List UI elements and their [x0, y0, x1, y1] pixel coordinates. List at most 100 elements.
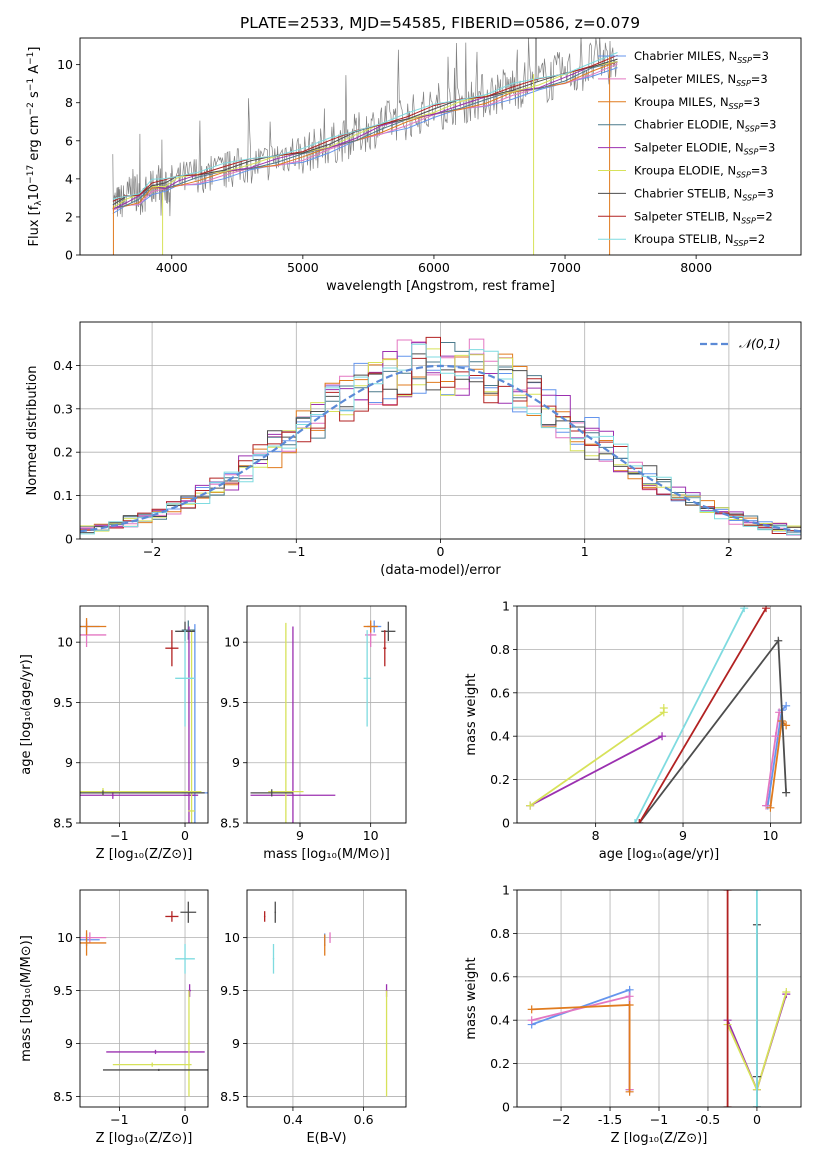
x-axis-label: Z [log₁₀(Z/Z⊙)] — [96, 1131, 193, 1146]
y-tick-label: 9 — [65, 755, 73, 770]
mass-vs-metallicity-panel: −1 0 8.5 9 9.5 10 Z [log₁₀(Z/Z⊙)] mass [log₁₀(M… — [19, 889, 209, 1146]
x-axis-label: Z [log₁₀(Z/Z⊙)] — [96, 847, 193, 862]
weight-marker — [625, 1001, 634, 1010]
data-point — [154, 1051, 157, 1053]
data-point — [385, 1042, 388, 1045]
legend-label-sub: SSP — [737, 56, 752, 65]
weight-vs-age-panel: 8 9 10 0 0.2 0.4 0.6 0.8 1 age [log₁₀(age/yr)] mas… — [464, 599, 802, 862]
weight-line — [531, 1004, 631, 1092]
y-tick-label: 1 — [502, 599, 510, 614]
legend-label: Salpeter MILES, NSSP=3 — [634, 72, 768, 88]
y-axis-label: mass weight — [464, 673, 479, 755]
y-tick-label: 0.3 — [53, 401, 73, 416]
x-tick-label: 0 — [181, 828, 189, 843]
x-tick-label: −1 — [287, 544, 305, 559]
weight-marker — [625, 1087, 634, 1096]
x-tick-label: 10 — [363, 828, 379, 843]
data-point — [188, 1042, 190, 1045]
axes-frame — [79, 321, 802, 540]
y-tick-label: 9.5 — [220, 983, 240, 998]
x-tick-label: 6000 — [418, 260, 450, 275]
legend-label-suffix: =3 — [751, 72, 768, 86]
axes-frame — [79, 605, 209, 824]
x-tick-label: 1 — [581, 544, 589, 559]
data-point — [323, 944, 326, 946]
model-spectrum-line — [112, 61, 618, 209]
x-tick-label: 2 — [725, 544, 733, 559]
legend-label-sub: SSP — [729, 102, 744, 111]
data-point — [272, 958, 275, 960]
x-tick-label: 8 — [592, 828, 600, 843]
data-point — [188, 794, 190, 797]
legend-label-name: Kroupa MILES, N — [634, 95, 729, 109]
axes-frame — [516, 889, 802, 1108]
y-tick-label: 0.6 — [490, 685, 510, 700]
y-tick-label: 0.8 — [490, 926, 510, 941]
x-tick-label: -1.5 — [598, 1112, 622, 1127]
x-tick-label: 9 — [679, 828, 687, 843]
weight-marker — [659, 703, 668, 712]
y-axis-label-part: A — [27, 65, 42, 78]
y-tick-label: 9.5 — [220, 695, 240, 710]
weight-line — [531, 995, 631, 1090]
weight-marker — [762, 801, 771, 810]
y-tick-label: 9 — [65, 1036, 73, 1051]
x-axis-label: (data-model)/error — [380, 563, 501, 578]
y-tick-label: 10 — [57, 930, 73, 945]
y-tick-label: 0.4 — [490, 1013, 510, 1028]
legend-label: Chabrier MILES, NSSP=3 — [634, 49, 769, 65]
weight-marker — [527, 1005, 536, 1014]
data-point — [387, 630, 390, 633]
chart-title: PLATE=2533, MJD=54585, FIBERID=0586, z=0… — [240, 14, 640, 32]
x-axis-label: mass [log₁₀(M/M⊙)] — [263, 847, 390, 862]
y-axis-label: Flux [fλ10−17 erg cm−2 s−1 A−1] — [26, 47, 44, 247]
data-point — [270, 792, 273, 794]
y-tick-label: 8.5 — [220, 1089, 240, 1104]
legend-label-suffix: =3 — [752, 49, 769, 63]
legend-label: Salpeter ELODIE, NSSP=3 — [634, 141, 775, 157]
model-spectrum-line — [112, 67, 618, 214]
y-tick-label: 2 — [65, 209, 73, 224]
data-point — [184, 677, 186, 680]
y-tick-label: 0.6 — [490, 969, 510, 984]
weight-marker — [635, 819, 644, 823]
legend-label-sub: SSP — [745, 125, 760, 134]
y-tick-label: 9.5 — [53, 983, 73, 998]
legend: 𝒩(0,1) — [700, 336, 781, 351]
x-axis-label: Z [log₁₀(Z/Z⊙)] — [611, 1131, 708, 1146]
legend-label-suffix: =2 — [748, 232, 765, 246]
x-tick-label: 0.6 — [354, 1112, 374, 1127]
weight-marker — [782, 788, 791, 797]
x-tick-label: −1 — [650, 1112, 668, 1127]
legend-label-suffix: =3 — [757, 186, 774, 200]
x-tick-label: 4000 — [156, 260, 188, 275]
y-axis-label: mass weight — [464, 957, 479, 1039]
y-axis-label-part: 10 — [27, 184, 42, 201]
x-tick-label: 5000 — [287, 260, 319, 275]
legend-label: Chabrier STELIB, NSSP=3 — [634, 186, 774, 202]
y-tick-label: 8.5 — [53, 816, 73, 831]
legend-label-sub: SSP — [734, 239, 749, 248]
y-axis-label-part: ] — [27, 47, 42, 52]
y-axis-label-part: −17 — [26, 165, 36, 184]
y-tick-label: 10 — [224, 930, 240, 945]
y-axis-label-part: −1 — [26, 78, 36, 91]
weight-marker — [766, 803, 775, 812]
data-point — [190, 810, 193, 812]
data-point — [263, 915, 266, 918]
data-point — [184, 958, 186, 960]
legend-label: 𝒩(0,1) — [739, 336, 781, 351]
data-point — [85, 625, 88, 628]
legend-label-name: Salpeter STELIB, N — [634, 209, 741, 223]
y-tick-label: 6 — [65, 133, 73, 148]
model-spectrum-line — [112, 63, 618, 211]
y-tick-label: 0 — [65, 248, 73, 263]
weight-marker — [782, 701, 791, 710]
weight-line — [529, 735, 663, 807]
legend-label: Salpeter STELIB, NSSP=2 — [634, 209, 773, 225]
y-tick-label: 10 — [57, 635, 73, 650]
x-tick-label: −2 — [552, 1112, 570, 1127]
weight-marker — [527, 1016, 536, 1025]
y-tick-label: 9 — [232, 755, 240, 770]
